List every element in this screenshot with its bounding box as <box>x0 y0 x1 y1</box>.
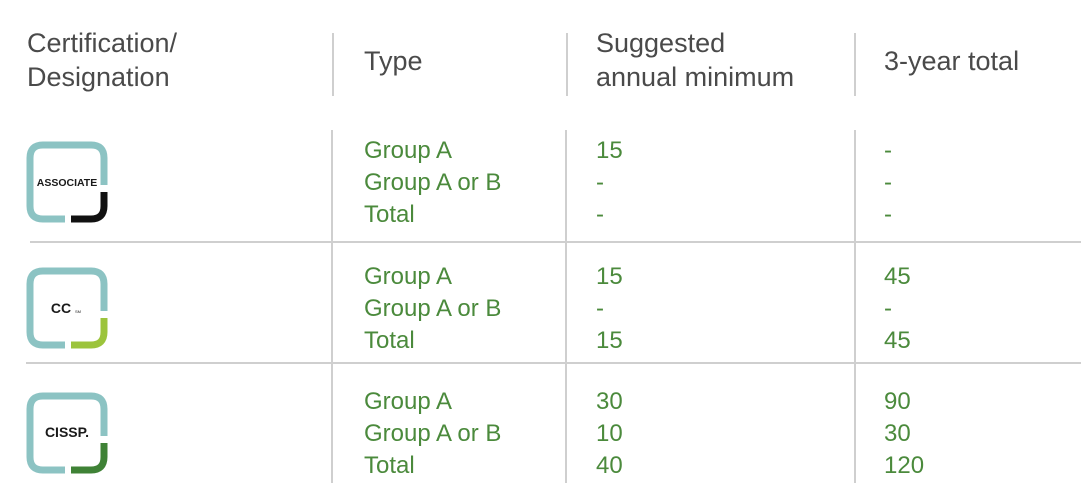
annual-minimum-cell: - <box>596 201 604 228</box>
header-annual-minimum: Suggested annual minimum <box>596 26 794 94</box>
header-line: Designation <box>27 62 170 92</box>
three-year-total-cell: 45 <box>884 263 911 290</box>
header-type: Type <box>364 46 423 76</box>
header-line: annual minimum <box>596 62 795 92</box>
three-year-total-cell: - <box>884 169 892 196</box>
three-year-total-cell: 120 <box>884 452 925 479</box>
badge-label: ASSOCIATE <box>37 177 97 189</box>
type-cell: Group A <box>364 137 453 164</box>
header-line: Suggested <box>596 28 726 58</box>
three-year-total-cell: - <box>884 295 892 322</box>
divider <box>331 130 333 483</box>
annual-minimum-cell: - <box>596 169 604 196</box>
row-divider <box>30 241 1081 243</box>
annual-minimum-cell: 10 <box>596 420 623 447</box>
type-cell: Group A or B <box>364 169 502 196</box>
type-cell: Group A or B <box>364 295 502 322</box>
badge-label: CISSP. <box>45 424 89 440</box>
certification-badge-icon: CC SM <box>26 267 108 349</box>
type-cell: Group A <box>364 388 453 415</box>
three-year-total-cell: 90 <box>884 388 911 415</box>
type-cell: Total <box>364 452 415 479</box>
header-certification: Certification/ Designation <box>27 26 177 94</box>
divider <box>854 130 856 483</box>
row-divider <box>26 362 1081 364</box>
type-cell: Group A <box>364 263 453 290</box>
divider <box>332 33 334 96</box>
three-year-total-cell: 30 <box>884 420 911 447</box>
divider <box>566 33 568 96</box>
type-cell: Group A or B <box>364 420 502 447</box>
divider <box>854 33 856 96</box>
three-year-total-cell: - <box>884 137 892 164</box>
annual-minimum-cell: 30 <box>596 388 623 415</box>
divider <box>565 130 567 483</box>
annual-minimum-cell: 15 <box>596 263 623 290</box>
annual-minimum-cell: - <box>596 295 604 322</box>
annual-minimum-cell: 15 <box>596 137 623 164</box>
certification-badge-icon: CISSP. <box>26 392 108 474</box>
service-mark: SM <box>75 309 81 314</box>
badge-label: CC <box>51 300 71 316</box>
header-3-year-total: 3-year total <box>884 46 1020 76</box>
annual-minimum-cell: 40 <box>596 452 623 479</box>
certification-badge-icon: ASSOCIATE <box>26 141 108 223</box>
three-year-total-cell: 45 <box>884 327 911 354</box>
three-year-total-cell: - <box>884 201 892 228</box>
annual-minimum-cell: 15 <box>596 327 623 354</box>
type-cell: Total <box>364 327 415 354</box>
type-cell: Total <box>364 201 415 228</box>
header-line: Certification/ <box>27 28 178 58</box>
